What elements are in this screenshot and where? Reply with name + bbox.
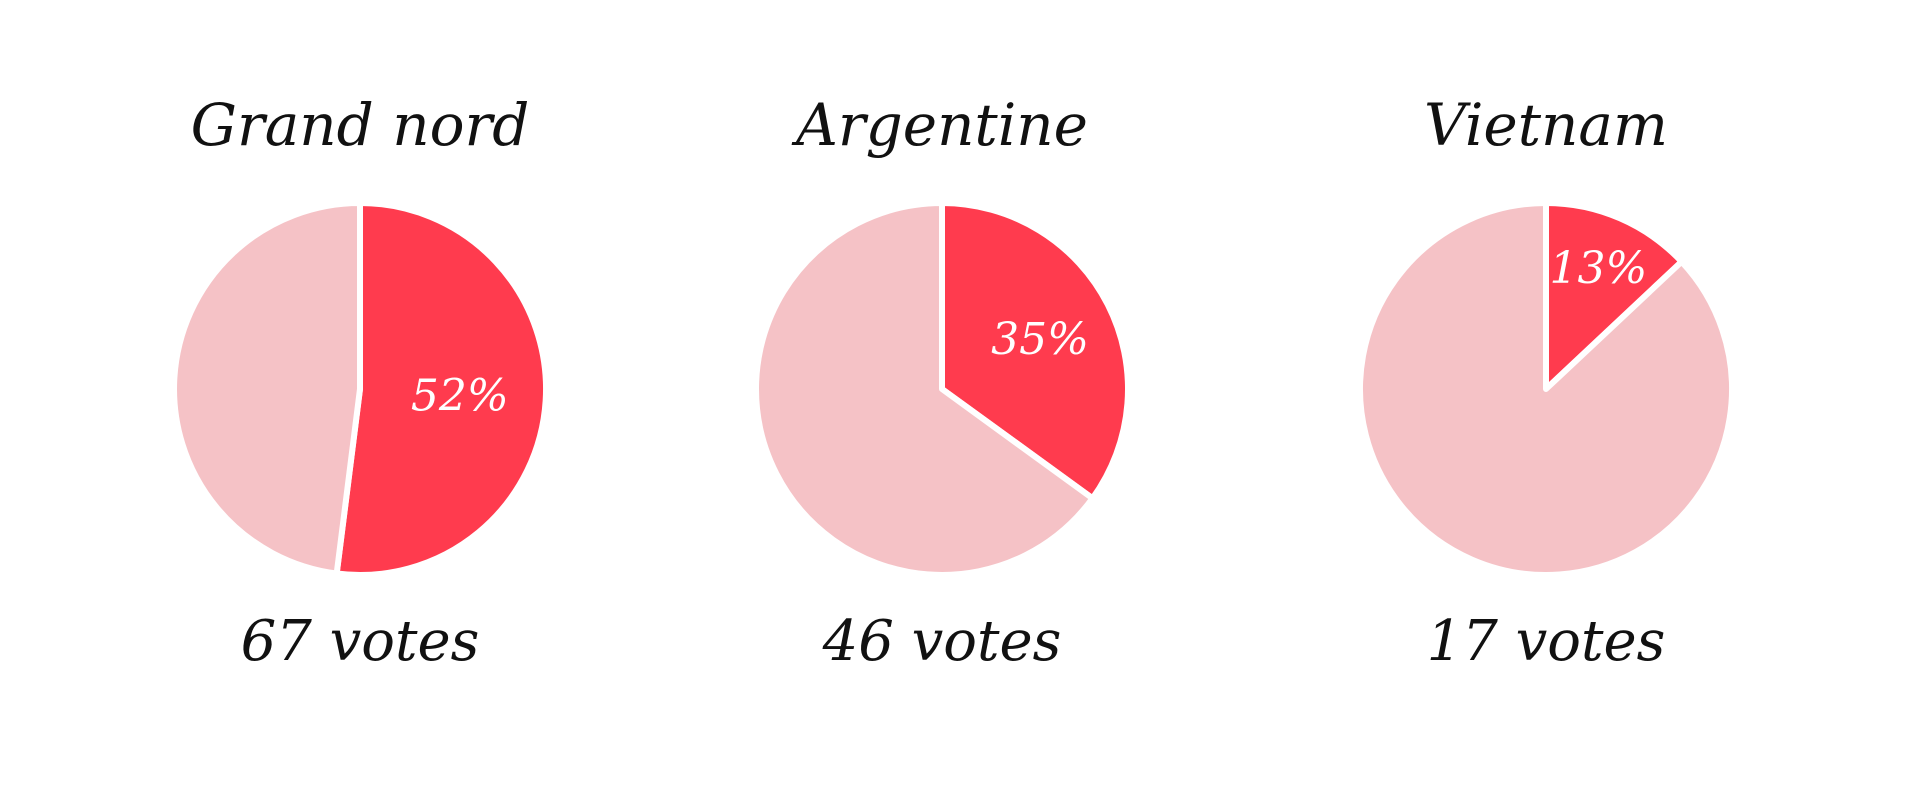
pie-slices: 35% bbox=[753, 200, 1131, 578]
pie-chart-argentine: Argentine 35% 46 votes bbox=[753, 91, 1131, 674]
slice-percent-label: 35% bbox=[991, 314, 1089, 365]
pie-chart-vietnam: Vietnam 13% 17 votes bbox=[1357, 91, 1735, 674]
pie-slices: 13% bbox=[1357, 200, 1735, 578]
pie-slice-remainder bbox=[1357, 200, 1735, 578]
slice-percent-label: 52% bbox=[411, 370, 509, 421]
pie-slice-remainder bbox=[753, 200, 1096, 578]
pie-chart-grand-nord: Grand nord 52% 67 votes bbox=[171, 91, 550, 674]
votes-count: 67 votes bbox=[241, 609, 480, 674]
chart-title: Argentine bbox=[791, 91, 1088, 159]
pie-slice-highlight bbox=[333, 200, 550, 578]
chart-title: Grand nord bbox=[191, 91, 530, 159]
chart-title: Vietnam bbox=[1424, 91, 1668, 159]
pie-slice-highlight bbox=[939, 200, 1131, 502]
pie-slices: 52% bbox=[171, 200, 550, 578]
votes-count: 17 votes bbox=[1427, 609, 1666, 674]
pie-slice-remainder bbox=[171, 200, 363, 577]
pie-slice-highlight bbox=[1543, 200, 1685, 392]
slice-percent-label: 13% bbox=[1550, 243, 1648, 294]
votes-count: 46 votes bbox=[822, 609, 1062, 674]
